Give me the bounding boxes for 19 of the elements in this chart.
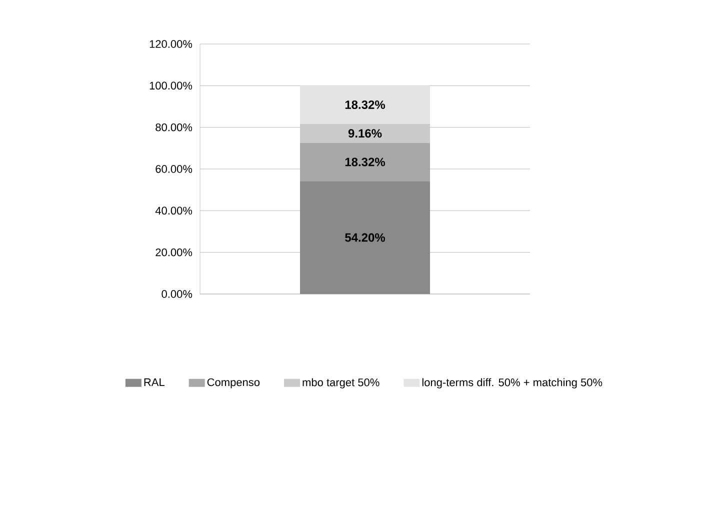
y-tick-label: 0.00%	[162, 290, 192, 298]
legend-label: mbo target 50%	[302, 378, 380, 388]
bar	[300, 142, 430, 182]
y-tick-label: 120.00%	[150, 40, 192, 48]
data-label: 18.32%	[345, 158, 386, 166]
y-tick-label: 60.00%	[156, 165, 192, 173]
data-label: 18.32%	[345, 100, 386, 110]
bar	[300, 124, 430, 143]
y-tick-label: 80.00%	[156, 123, 192, 132]
bar	[300, 86, 430, 124]
y-tick-label: 20.00%	[156, 248, 192, 256]
data-label: 54.20%	[345, 233, 386, 242]
legend-label: long-terms diff. 50% + matching 50%	[422, 378, 602, 388]
data-label: 9.16%	[348, 129, 382, 138]
y-tick-label: 100.00%	[150, 82, 192, 90]
legend-label: Compenso	[207, 378, 260, 388]
legend-label: RAL	[144, 378, 164, 386]
bar	[300, 181, 430, 294]
y-tick-label: 40.00%	[155, 206, 192, 215]
